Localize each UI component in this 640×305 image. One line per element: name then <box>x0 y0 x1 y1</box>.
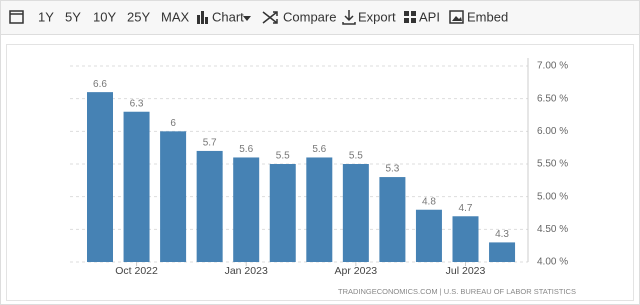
calendar-icon[interactable] <box>9 10 24 24</box>
compare-icon[interactable] <box>262 11 278 24</box>
embed-icon[interactable] <box>449 10 464 24</box>
x-tick-label: Apr 2023 <box>335 265 378 277</box>
compare-button[interactable]: Compare <box>283 9 336 24</box>
dropdown-caret[interactable] <box>243 16 251 21</box>
bar <box>415 209 442 262</box>
range-5y[interactable]: 5Y <box>65 9 81 24</box>
embed-button[interactable]: Embed <box>467 9 508 24</box>
source-note: TRADINGECONOMICS.COM | U.S. BUREAU OF LA… <box>338 287 576 296</box>
bar <box>123 111 150 262</box>
bar <box>87 92 113 262</box>
y-tick-label: 5.50 % <box>537 159 568 170</box>
bar <box>342 164 369 262</box>
bar <box>269 164 296 262</box>
x-tick-label: Jan 2023 <box>225 265 268 277</box>
value-label: 5.5 <box>276 151 290 162</box>
x-tick-label: Oct 2022 <box>115 265 158 277</box>
value-label: 5.6 <box>312 144 326 155</box>
y-tick-label: 7.00 % <box>537 61 568 72</box>
value-label: 5.7 <box>203 138 217 149</box>
value-label: 5.5 <box>349 151 363 162</box>
chart-frame <box>6 44 634 301</box>
range-max[interactable]: MAX <box>161 9 190 24</box>
bar <box>489 242 516 262</box>
value-label: 6.3 <box>130 98 144 109</box>
value-label: 4.8 <box>422 196 436 207</box>
api-icon[interactable] <box>404 11 416 23</box>
x-tick-label: Jul 2023 <box>446 265 486 277</box>
bar <box>306 157 333 262</box>
chart-icon[interactable] <box>197 11 208 24</box>
range-1y[interactable]: 1Y <box>38 9 54 24</box>
bar <box>379 177 406 262</box>
bar <box>196 150 223 262</box>
y-tick-label: 6.00 % <box>537 126 568 137</box>
y-tick-label: 6.50 % <box>537 93 568 104</box>
toolbar <box>0 0 640 35</box>
chart-menu[interactable]: Chart <box>212 9 244 24</box>
y-tick-label: 5.00 % <box>537 191 568 202</box>
api-button[interactable]: API <box>419 9 440 24</box>
value-label: 6 <box>170 118 176 129</box>
bar <box>452 216 479 262</box>
export-icon[interactable] <box>342 10 356 25</box>
bar <box>160 131 187 262</box>
export-button[interactable]: Export <box>358 9 396 24</box>
range-10y[interactable]: 10Y <box>93 9 116 24</box>
value-label: 5.6 <box>239 144 253 155</box>
y-tick-label: 4.00 % <box>537 257 568 268</box>
value-label: 6.6 <box>93 79 107 90</box>
y-tick-label: 4.50 % <box>537 224 568 235</box>
value-label: 4.3 <box>495 229 509 240</box>
value-label: 5.3 <box>385 164 399 175</box>
bar <box>233 157 260 262</box>
value-label: 4.7 <box>459 203 473 214</box>
range-25y[interactable]: 25Y <box>127 9 150 24</box>
